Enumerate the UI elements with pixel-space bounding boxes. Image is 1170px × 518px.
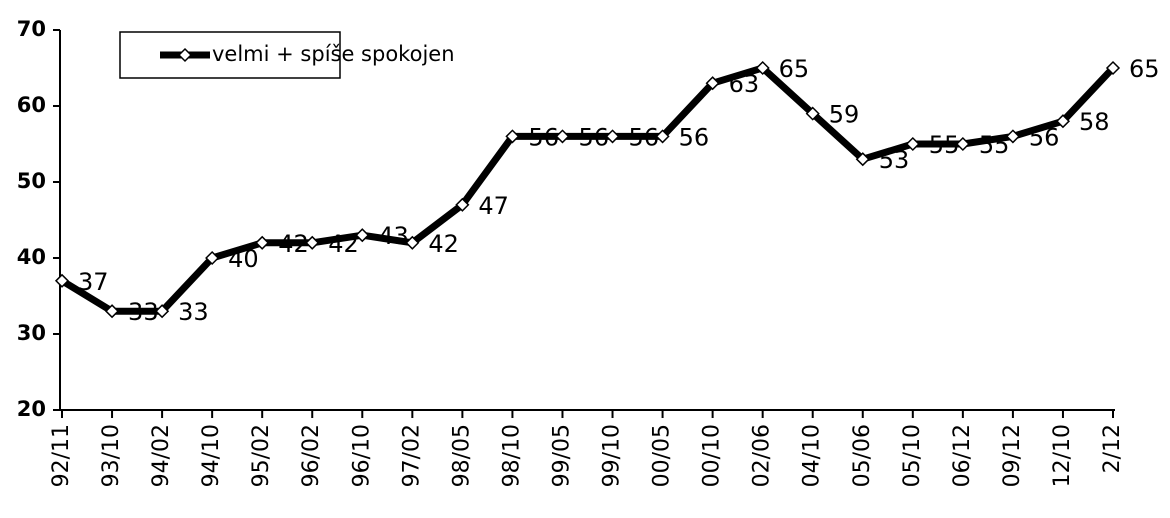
data-point <box>605 129 620 144</box>
data-point <box>455 197 470 212</box>
x-tick-label: 94/10 <box>199 424 224 487</box>
data-label: 55 <box>929 131 960 159</box>
x-tick-label: 99/10 <box>600 424 625 487</box>
data-label: 63 <box>729 70 760 98</box>
data-label: 37 <box>78 268 109 296</box>
x-tick-label: 12/10 <box>1050 424 1075 487</box>
data-point <box>755 60 770 76</box>
data-point <box>405 235 420 250</box>
data-label: 43 <box>378 222 409 250</box>
data-point <box>1105 60 1121 76</box>
data-point <box>1005 129 1020 144</box>
data-label: 53 <box>879 146 910 174</box>
y-tick-label: 20 <box>17 397 46 421</box>
x-tick-label: 93/10 <box>99 424 124 487</box>
data-point <box>155 304 170 319</box>
data-label: 42 <box>278 230 309 258</box>
series-line <box>60 64 1116 315</box>
legend-box <box>119 31 341 79</box>
data-point <box>655 129 670 144</box>
y-tick-label: 40 <box>17 245 46 269</box>
data-point <box>955 136 970 152</box>
data-label: 56 <box>578 123 609 151</box>
data-label: 55 <box>979 131 1010 159</box>
x-tick-label: 05/06 <box>850 424 875 487</box>
data-label: 59 <box>829 101 860 129</box>
x-tick-label: 05/10 <box>900 424 925 487</box>
data-point <box>255 235 270 250</box>
data-label: 33 <box>128 298 159 326</box>
legend-label: velmi + spíše spokojen <box>212 42 455 66</box>
data-point <box>305 235 320 250</box>
x-tick-label: 00/10 <box>700 424 725 487</box>
y-tick-label: 50 <box>17 169 46 193</box>
data-label: 42 <box>328 230 359 258</box>
data-label: 58 <box>1079 108 1110 136</box>
x-tick-label: 02/06 <box>750 424 775 487</box>
x-tick-label: 96/10 <box>349 424 374 487</box>
x-tick-label: 04/10 <box>800 424 825 487</box>
data-point <box>505 129 520 144</box>
data-label: 33 <box>178 298 209 326</box>
data-point <box>205 250 220 266</box>
y-tick-label: 60 <box>17 93 46 117</box>
data-point <box>54 273 70 288</box>
data-label: 56 <box>679 123 710 151</box>
x-tick-label: 92/11 <box>49 424 74 487</box>
data-point <box>104 304 120 319</box>
data-label: 56 <box>1029 123 1060 151</box>
data-label: 40 <box>228 245 259 273</box>
data-point <box>855 152 870 167</box>
x-tick-label: 95/02 <box>249 424 274 487</box>
x-tick-label: 00/05 <box>650 424 675 487</box>
data-label: 56 <box>629 123 660 151</box>
x-tick-label: 96/02 <box>299 424 324 487</box>
data-point <box>555 129 570 144</box>
data-point <box>805 106 820 121</box>
data-point <box>905 136 920 152</box>
x-tick-label: 94/02 <box>149 424 174 487</box>
x-tick-label: 2/12 <box>1100 424 1125 473</box>
data-label: 56 <box>528 123 559 151</box>
data-point <box>355 228 370 243</box>
legend-marker <box>177 47 193 63</box>
x-tick-label: 09/12 <box>1000 424 1025 487</box>
data-label: 65 <box>1129 55 1160 83</box>
data-label: 47 <box>478 192 509 220</box>
x-tick-label: 06/12 <box>950 424 975 487</box>
y-tick-label: 30 <box>17 321 46 345</box>
x-tick-label: 98/05 <box>449 424 474 487</box>
x-tick-label: 97/02 <box>399 424 424 487</box>
data-label: 65 <box>779 55 810 83</box>
data-label: 42 <box>428 230 459 258</box>
data-point <box>705 76 720 91</box>
x-tick-label: 98/10 <box>499 424 524 487</box>
data-point <box>1055 114 1071 129</box>
y-tick-label: 70 <box>17 17 46 41</box>
x-tick-label: 99/05 <box>549 424 574 487</box>
